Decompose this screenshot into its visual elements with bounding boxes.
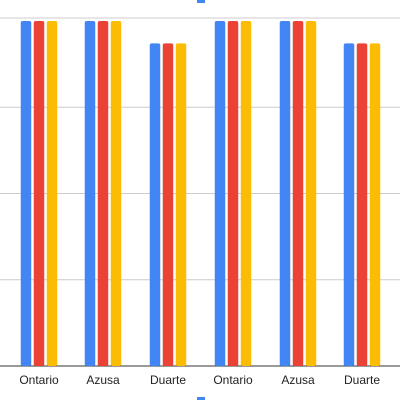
x-tick-label: Azusa [281, 373, 315, 387]
bar-azusa-2-series-3 [110, 21, 122, 366]
bar-azusa-2-series-1 [84, 21, 96, 366]
x-tick-label: Duarte [150, 373, 186, 387]
gridlines [0, 17, 400, 367]
bar-ontario-1-series-2 [33, 21, 45, 366]
bar-duarte-3-series-3 [175, 43, 187, 367]
bar-duarte-6-series-3 [369, 43, 381, 367]
bar-ontario-1-series-3 [46, 21, 58, 366]
bar-azusa-5-series-1 [279, 21, 291, 366]
x-tick-label: Ontario [19, 373, 59, 387]
bar-ontario-4-series-2 [227, 21, 239, 366]
bar-azusa-2-series-2 [97, 21, 109, 366]
bar-azusa-5-series-3 [305, 21, 317, 366]
bar-azusa-5-series-2 [292, 21, 304, 366]
bar-duarte-3-series-2 [162, 43, 174, 367]
x-tick-label: Duarte [344, 373, 380, 387]
legend-bottom-marker [197, 397, 205, 400]
x-tick-label: Azusa [86, 373, 120, 387]
legend-top-marker [197, 0, 205, 3]
bar-duarte-6-series-2 [356, 43, 368, 367]
x-tick-label: Ontario [213, 373, 253, 387]
bars [20, 21, 381, 367]
bar-duarte-6-series-1 [343, 43, 355, 367]
bar-ontario-4-series-3 [240, 21, 252, 366]
bar-ontario-1-series-1 [20, 21, 32, 366]
bar-ontario-4-series-1 [214, 21, 226, 366]
x-axis-tick-labels: Ontario Azusa Duarte Ontario Azusa Duarte [19, 373, 380, 387]
bar-duarte-3-series-1 [149, 43, 161, 367]
